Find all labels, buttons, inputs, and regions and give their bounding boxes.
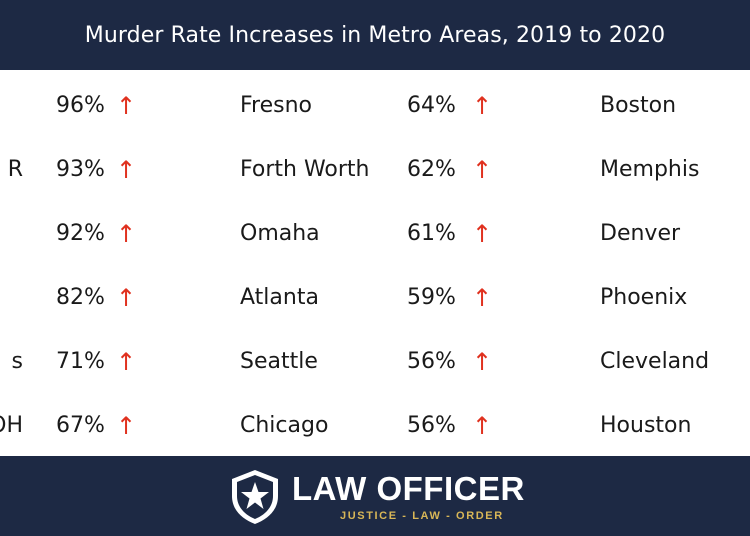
- arrow-up-icon: ↑: [116, 412, 137, 440]
- city-name: Fresno: [240, 93, 313, 118]
- cropped-city-label: OH: [0, 413, 23, 438]
- arrow-up-icon: ↑: [472, 92, 493, 120]
- shield-star-icon: [232, 470, 278, 524]
- increase-percent: 64%: [407, 93, 456, 118]
- increase-percent: 92%: [56, 221, 105, 246]
- arrow-up-icon: ↑: [116, 156, 137, 184]
- increase-percent: 62%: [407, 157, 456, 182]
- chart-title: Murder Rate Increases in Metro Areas, 20…: [84, 23, 666, 48]
- arrow-up-icon: ↑: [472, 220, 493, 248]
- arrow-up-icon: ↑: [472, 412, 493, 440]
- city-name: Seattle: [240, 349, 318, 374]
- city-name: Forth Worth: [240, 157, 370, 182]
- increase-percent: 56%: [407, 349, 456, 374]
- city-name: Memphis: [600, 157, 700, 182]
- increase-percent: 59%: [407, 285, 456, 310]
- table-row: 96% ↑ Fresno 64% ↑ Boston: [0, 75, 750, 137]
- city-name: Cleveland: [600, 349, 710, 374]
- city-name: Houston: [600, 413, 692, 438]
- city-name: Boston: [600, 93, 677, 118]
- arrow-up-icon: ↑: [472, 156, 493, 184]
- increase-percent: 67%: [56, 413, 105, 438]
- increase-percent: 71%: [56, 349, 105, 374]
- cropped-city-label: R: [7, 157, 23, 182]
- increase-percent: 93%: [56, 157, 105, 182]
- increase-percent: 61%: [407, 221, 456, 246]
- title-bar: Murder Rate Increases in Metro Areas, 20…: [0, 0, 750, 70]
- brand-name: LAW OFFICER: [292, 470, 525, 507]
- city-name: Chicago: [240, 413, 329, 438]
- arrow-up-icon: ↑: [472, 348, 493, 376]
- arrow-up-icon: ↑: [472, 284, 493, 312]
- table-row: 92% ↑ Omaha 61% ↑ Denver: [0, 203, 750, 265]
- table-row: OH 67% ↑ Chicago 56% ↑ Houston: [0, 395, 750, 456]
- arrow-up-icon: ↑: [116, 220, 137, 248]
- city-name: Atlanta: [240, 285, 319, 310]
- footer-bar: LAW OFFICER JUSTICE - LAW - ORDER: [0, 456, 750, 536]
- city-name: Denver: [600, 221, 681, 246]
- table-row: 82% ↑ Atlanta 59% ↑ Phoenix: [0, 267, 750, 329]
- arrow-up-icon: ↑: [116, 348, 137, 376]
- increase-percent: 82%: [56, 285, 105, 310]
- table-row: R 93% ↑ Forth Worth 62% ↑ Memphis: [0, 139, 750, 201]
- city-name: Phoenix: [600, 285, 688, 310]
- table-row: s 71% ↑ Seattle 56% ↑ Cleveland: [0, 331, 750, 393]
- city-name: Omaha: [240, 221, 320, 246]
- brand-tagline: JUSTICE - LAW - ORDER: [340, 510, 504, 522]
- cropped-city-label: s: [11, 349, 23, 374]
- increase-percent: 56%: [407, 413, 456, 438]
- arrow-up-icon: ↑: [116, 284, 137, 312]
- increase-percent: 96%: [56, 93, 105, 118]
- murder-rate-table: 96% ↑ Fresno 64% ↑ Boston R 93% ↑ Forth Worth 62% ↑…: [0, 70, 750, 456]
- arrow-up-icon: ↑: [116, 92, 137, 120]
